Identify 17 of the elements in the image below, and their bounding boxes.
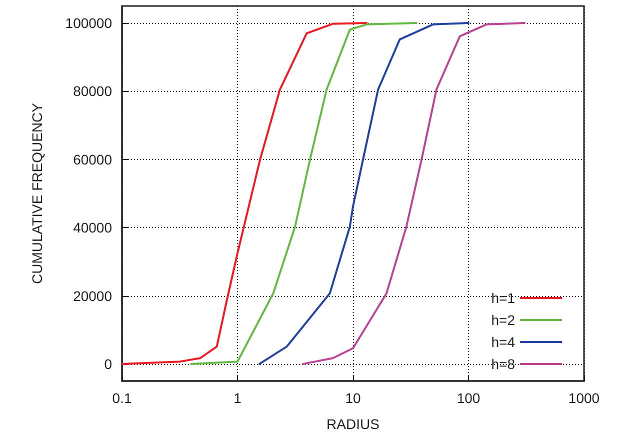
- x-tick-label: 10: [345, 390, 361, 406]
- legend-label: h=4: [491, 334, 516, 350]
- x-tick-label: 1: [234, 390, 242, 406]
- x-tick-label: 0.1: [112, 390, 132, 406]
- x-tick-label: 100: [456, 390, 480, 406]
- legend-label: h=2: [491, 312, 516, 328]
- y-tick-label: 40000: [73, 220, 112, 236]
- legend-label: h=8: [491, 356, 516, 372]
- y-tick-label: 20000: [73, 288, 112, 304]
- x-axis-title: RADIUS: [326, 416, 380, 432]
- y-tick-label: 60000: [73, 151, 112, 168]
- y-tick-label: 0: [104, 356, 112, 372]
- legend-label: h=1: [491, 290, 516, 306]
- y-tick-label: 80000: [73, 83, 112, 100]
- y-axis-title: CUMULATIVE FREQUENCY: [29, 102, 45, 284]
- y-tick-label: 100000: [65, 15, 112, 32]
- x-tick-label: 1000: [568, 390, 600, 406]
